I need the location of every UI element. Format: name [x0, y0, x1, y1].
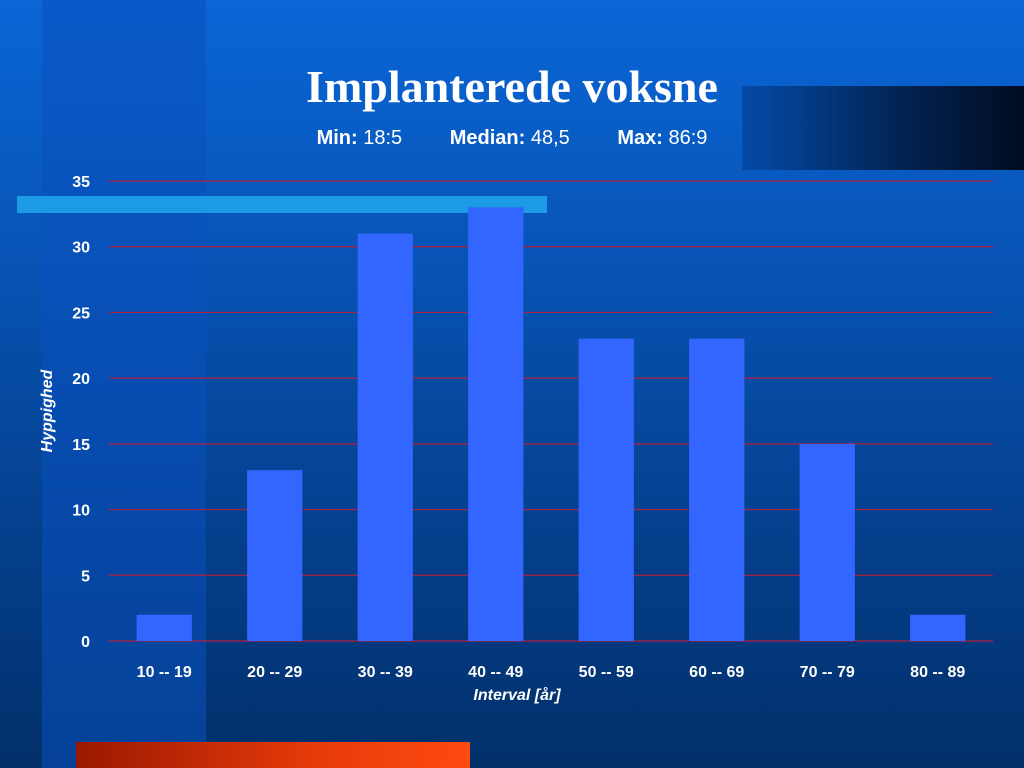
bar — [910, 614, 966, 641]
x-axis-title: Interval [år] — [473, 686, 561, 704]
x-tick-label: 70 -- 79 — [800, 664, 855, 681]
decorative-light-bar — [17, 196, 547, 213]
stat-min-value: 18:5 — [363, 127, 403, 149]
stat-median-value: 48,5 — [530, 127, 570, 149]
x-tick-label: 60 -- 69 — [689, 664, 744, 681]
summary-stats: Min: 18:5 Median: 48,5 Max: 86:9 — [0, 127, 1024, 150]
stat-min: Min: 18:5 — [317, 127, 403, 150]
slide-title: Implanterede voksne — [306, 61, 718, 112]
x-tick-label: 20 -- 29 — [247, 664, 302, 681]
bar — [136, 614, 192, 641]
y-tick-label: 5 — [81, 568, 90, 585]
y-tick-label: 30 — [72, 240, 90, 257]
stat-max-label: Max: — [617, 127, 663, 149]
bar — [689, 338, 745, 641]
y-tick-label: 15 — [72, 437, 90, 454]
y-tick-label: 25 — [72, 305, 90, 322]
x-tick-label: 40 -- 49 — [468, 664, 523, 681]
bar — [357, 233, 413, 642]
bars — [136, 207, 966, 642]
stat-median: Median: 48,5 — [450, 127, 570, 150]
x-tick-label: 30 -- 39 — [358, 664, 413, 681]
gridlines — [109, 180, 993, 642]
y-tick-label: 10 — [72, 503, 90, 520]
y-tick-label: 20 — [72, 371, 90, 388]
bar — [247, 470, 303, 641]
x-tick-label: 80 -- 89 — [910, 664, 965, 681]
y-tick-label: 35 — [72, 174, 90, 191]
y-tick-labels: 0 5 10 15 20 25 30 35 — [72, 174, 90, 651]
decorative-dark-band — [742, 86, 1024, 170]
y-axis-title: Hyppighed — [39, 368, 56, 452]
x-tick-labels: 10 -- 19 20 -- 29 30 -- 39 40 -- 49 50 -- 59… — [137, 664, 966, 681]
x-tick-label: 50 -- 59 — [579, 664, 634, 681]
x-tick-label: 10 -- 19 — [137, 664, 192, 681]
bar — [468, 207, 524, 642]
stat-max-value: 86:9 — [668, 127, 708, 149]
decorative-red-bar — [76, 742, 470, 768]
stat-max: Max: 86:9 — [617, 127, 707, 150]
stat-min-label: Min: — [316, 127, 358, 149]
stat-median-label: Median: — [449, 127, 526, 149]
bar — [578, 338, 634, 641]
bar — [799, 443, 855, 641]
y-tick-label: 0 — [81, 634, 90, 651]
